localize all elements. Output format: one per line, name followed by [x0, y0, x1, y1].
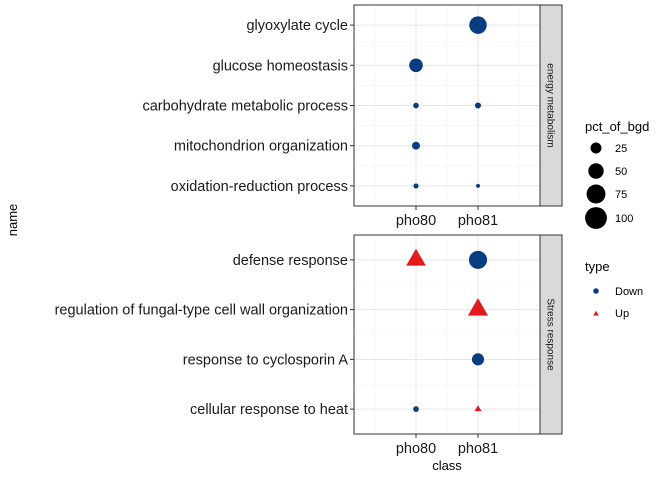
facet-strip	[539, 234, 563, 435]
legend-type-key-up	[593, 310, 599, 316]
facet-stress-response: defense response regulation of fungal-typ…	[55, 234, 563, 435]
legend-type-label-up: Up	[615, 308, 629, 320]
point-carbohydrate-metabolic-process-pho81	[474, 102, 482, 109]
legend-type-title: type	[585, 259, 610, 274]
legend-size-key-100	[585, 207, 607, 229]
point-carbohydrate-metabolic-process-pho80	[413, 102, 419, 109]
y-tick-label-defense-response: defense response	[233, 253, 348, 269]
legend-size-label-75: 75	[615, 189, 627, 201]
facet-energy-metabolism: glyoxylate cycle glucose homeostasis carbo…	[142, 4, 563, 207]
point-oxidation-reduction-process-pho80	[413, 183, 419, 189]
y-tick-label-regulation-of-fungal-type-cell-wall-organization: regulation of fungal-type cell wall orga…	[55, 303, 348, 319]
point-regulation-of-fungal-type-cell-wall-organization-pho81	[467, 298, 489, 316]
y-tick-label-cellular-response-to-heat: cellular response to heat	[190, 402, 348, 418]
x-axis-title: class	[432, 458, 462, 473]
point-defense-response-pho80	[406, 248, 426, 266]
y-tick-label-carbohydrate-metabolic-process: carbohydrate metabolic process	[142, 99, 348, 115]
legend-size-label-25: 25	[615, 143, 627, 155]
facet-strip	[539, 4, 563, 207]
point-glyoxylate-cycle-pho81	[469, 16, 487, 34]
point-glucose-homeostasis-pho80	[409, 58, 423, 73]
point-defense-response-pho81	[468, 250, 488, 269]
facet-strip-label: Stress response	[545, 298, 556, 371]
legend-size-key-75	[586, 184, 606, 204]
y-tick-label-mitochondrion-organization: mitochondrion organization	[174, 139, 348, 155]
facet-panels: glyoxylate cycle glucose homeostasis carbo…	[55, 4, 563, 435]
y-tick-label-oxidation-reduction-process: oxidation-reduction process	[171, 179, 348, 195]
x-tick-label-pho81: pho81	[458, 213, 498, 229]
point-response-to-cyclosporin-a-pho81	[471, 353, 485, 366]
legend: pct_of_bgd 25 50 75 100 type Down Up	[585, 119, 649, 320]
y-tick-label-glyoxylate-cycle: glyoxylate cycle	[246, 18, 348, 34]
point-cellular-response-to-heat-pho81	[474, 405, 482, 412]
legend-size-title: pct_of_bgd	[585, 119, 649, 134]
y-tick-label-glucose-homeostasis: glucose homeostasis	[213, 58, 348, 74]
x-tick-label-pho80: pho80	[396, 213, 436, 229]
legend-size-key-50	[588, 163, 604, 179]
point-mitochondrion-organization-pho80	[412, 141, 420, 150]
y-axis-title: name	[5, 204, 20, 237]
x-tick-label-pho80: pho80	[396, 441, 436, 457]
facet-strip-label: energy metabolism	[545, 63, 556, 147]
point-cellular-response-to-heat-pho80	[413, 406, 419, 412]
legend-size-label-50: 50	[615, 166, 627, 178]
y-tick-label-response-to-cyclosporin-a: response to cyclosporin A	[183, 352, 349, 368]
x-tick-label-pho81: pho81	[458, 441, 498, 457]
legend-type-key-down	[593, 288, 599, 294]
x-axis: pho80 pho81 pho80 pho81	[396, 206, 498, 457]
legend-size-key-25	[590, 142, 602, 154]
legend-type-label-down: Down	[615, 286, 643, 298]
point-oxidation-reduction-process-pho81	[476, 183, 480, 188]
legend-size-label-100: 100	[615, 213, 633, 225]
